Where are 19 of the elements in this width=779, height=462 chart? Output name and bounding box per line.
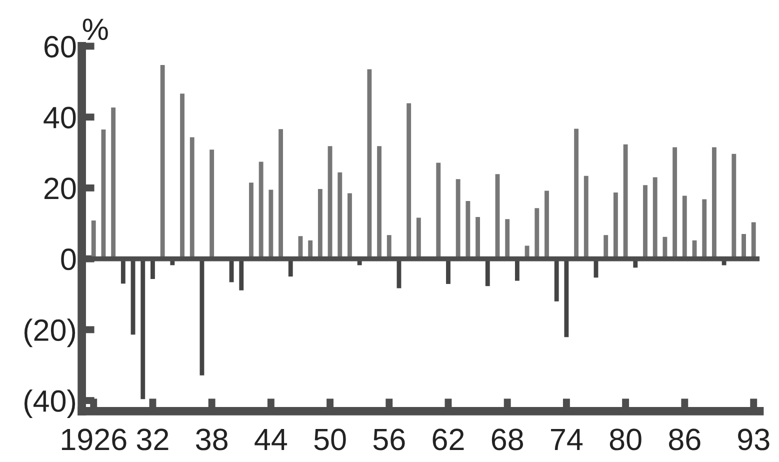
- x-tick-label: 32: [136, 428, 168, 450]
- y-tick-label: 40: [44, 106, 76, 128]
- y-tick-label: 60: [44, 36, 76, 58]
- x-tick-label: 56: [373, 428, 405, 450]
- y-tick-label: 20: [44, 178, 76, 200]
- x-tick-label: 38: [196, 428, 228, 450]
- y-axis-title: %: [82, 18, 108, 40]
- y-tick-label: (20): [24, 318, 76, 348]
- x-tick-label: 44: [254, 428, 288, 450]
- x-tick-label: 80: [610, 428, 642, 450]
- x-tick-label: 74: [551, 428, 583, 450]
- x-tick-label: 62: [432, 428, 464, 450]
- x-tick-label: 1926: [62, 428, 126, 450]
- x-tick-label: 86: [668, 428, 700, 450]
- y-tick-label: 0: [61, 248, 76, 270]
- x-tick-label: 68: [492, 428, 524, 450]
- x-tick-label: 93: [738, 428, 770, 450]
- y-tick-label: (40): [24, 389, 76, 418]
- x-tick-label: 50: [314, 428, 346, 450]
